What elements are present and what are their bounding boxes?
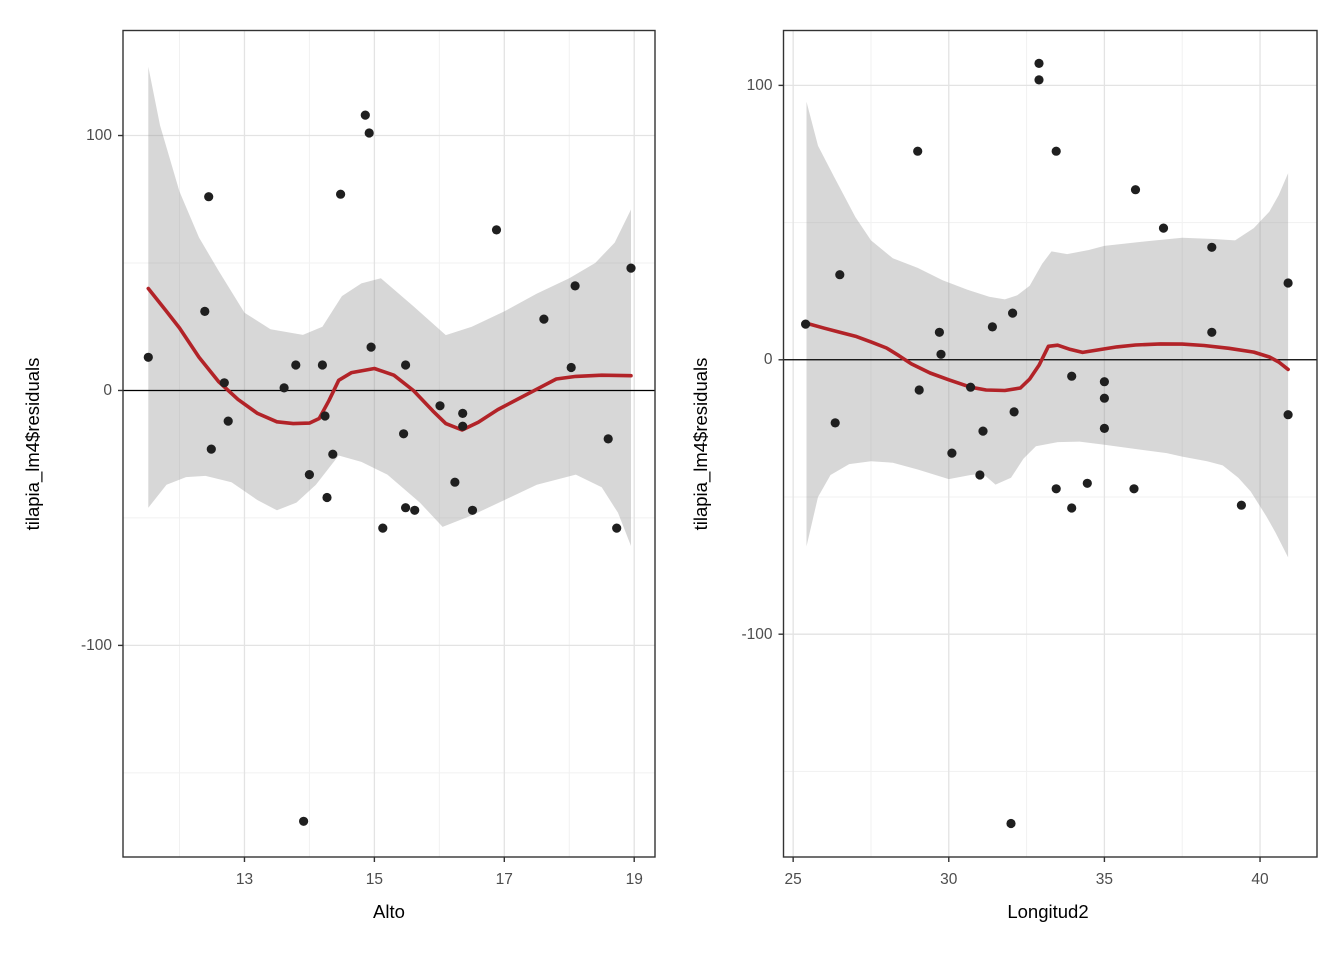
x-tick-label: 35 bbox=[1095, 871, 1114, 888]
data-point bbox=[1099, 377, 1109, 387]
data-point bbox=[291, 360, 301, 370]
x-axis-title-longitud2: Longitud2 bbox=[1007, 901, 1089, 922]
x-axis-title-alto: Alto bbox=[373, 901, 405, 922]
y-tick-label: 100 bbox=[746, 76, 773, 94]
data-point bbox=[143, 352, 153, 362]
data-point bbox=[934, 327, 945, 337]
x-tick-label: 13 bbox=[235, 871, 254, 888]
data-point bbox=[322, 492, 332, 503]
data-point bbox=[830, 418, 840, 428]
data-point bbox=[1099, 393, 1109, 403]
data-point bbox=[204, 192, 214, 202]
data-point bbox=[947, 448, 957, 458]
data-point bbox=[410, 505, 420, 515]
data-point bbox=[975, 470, 985, 480]
data-point bbox=[401, 360, 411, 370]
data-point bbox=[1283, 278, 1293, 288]
data-point bbox=[1067, 371, 1077, 381]
data-point bbox=[801, 319, 811, 329]
panel-border bbox=[122, 29, 656, 858]
data-point bbox=[366, 342, 376, 352]
data-point bbox=[491, 225, 502, 235]
data-point bbox=[835, 270, 845, 280]
y-tick-label: -100 bbox=[741, 625, 773, 643]
panel-Alto bbox=[118, 29, 656, 862]
data-point bbox=[317, 360, 327, 370]
data-point bbox=[401, 503, 411, 513]
data-point bbox=[1006, 818, 1016, 829]
confidence-ribbon bbox=[806, 101, 1289, 558]
data-point bbox=[1099, 423, 1109, 433]
loess-smooth-line bbox=[803, 321, 1290, 393]
data-point bbox=[1207, 327, 1217, 337]
data-point bbox=[966, 382, 976, 392]
data-point bbox=[304, 470, 314, 480]
panel-background bbox=[123, 30, 655, 857]
loess-smooth-line bbox=[146, 286, 633, 432]
data-point bbox=[458, 421, 468, 431]
x-tick-label: 17 bbox=[495, 871, 513, 888]
panel-Longitud2 bbox=[778, 29, 1318, 862]
data-point bbox=[320, 411, 330, 421]
y-tick-label: 100 bbox=[86, 127, 112, 145]
data-point bbox=[219, 378, 229, 388]
data-point bbox=[206, 444, 216, 454]
data-point bbox=[987, 322, 998, 332]
data-point bbox=[1051, 484, 1061, 494]
data-point bbox=[570, 281, 580, 291]
data-point bbox=[1236, 500, 1246, 510]
x-tick-label: 15 bbox=[365, 871, 383, 888]
data-point bbox=[450, 477, 460, 487]
data-point bbox=[603, 434, 613, 444]
data-point bbox=[360, 110, 370, 120]
y-tick-label: -100 bbox=[80, 636, 112, 654]
data-point bbox=[467, 505, 478, 515]
data-point bbox=[458, 408, 468, 418]
data-point bbox=[1207, 242, 1217, 252]
data-point bbox=[435, 401, 445, 411]
data-point bbox=[1051, 146, 1061, 156]
y-tick-label: 0 bbox=[763, 351, 773, 369]
data-point bbox=[612, 523, 622, 533]
x-tick-label: 30 bbox=[940, 871, 958, 888]
data-point bbox=[1158, 223, 1169, 233]
data-point bbox=[1129, 484, 1139, 494]
data-point bbox=[1067, 503, 1077, 513]
data-point bbox=[978, 426, 988, 436]
data-point bbox=[279, 383, 289, 393]
data-point bbox=[399, 429, 409, 439]
x-tick-label: 25 bbox=[784, 871, 802, 888]
data-point bbox=[1082, 478, 1092, 488]
data-point bbox=[1009, 407, 1019, 417]
data-point bbox=[1130, 185, 1141, 195]
y-axis-title-right: tilapia_lm4$residuals bbox=[690, 357, 711, 531]
data-point bbox=[914, 385, 924, 395]
data-point bbox=[1034, 75, 1044, 85]
data-point bbox=[1283, 410, 1293, 420]
data-point bbox=[328, 449, 338, 459]
data-point bbox=[566, 362, 576, 373]
confidence-ribbon bbox=[148, 66, 632, 546]
data-point bbox=[913, 146, 923, 156]
data-point bbox=[539, 314, 549, 324]
x-tick-label: 40 bbox=[1251, 871, 1269, 888]
panel-background bbox=[783, 30, 1317, 857]
data-point bbox=[223, 416, 233, 426]
y-axis-title-left: tilapia_lm4$residuals bbox=[22, 357, 43, 531]
data-point bbox=[626, 263, 636, 273]
data-point bbox=[336, 189, 346, 199]
data-point bbox=[378, 523, 388, 533]
x-tick-label: 19 bbox=[625, 871, 643, 888]
data-point bbox=[299, 816, 309, 826]
data-point bbox=[1008, 308, 1018, 318]
data-point bbox=[1034, 58, 1044, 68]
panel-border bbox=[782, 29, 1318, 858]
y-tick-label: 0 bbox=[103, 381, 112, 399]
data-point bbox=[936, 349, 946, 359]
data-point bbox=[200, 306, 210, 316]
data-point bbox=[364, 128, 374, 138]
